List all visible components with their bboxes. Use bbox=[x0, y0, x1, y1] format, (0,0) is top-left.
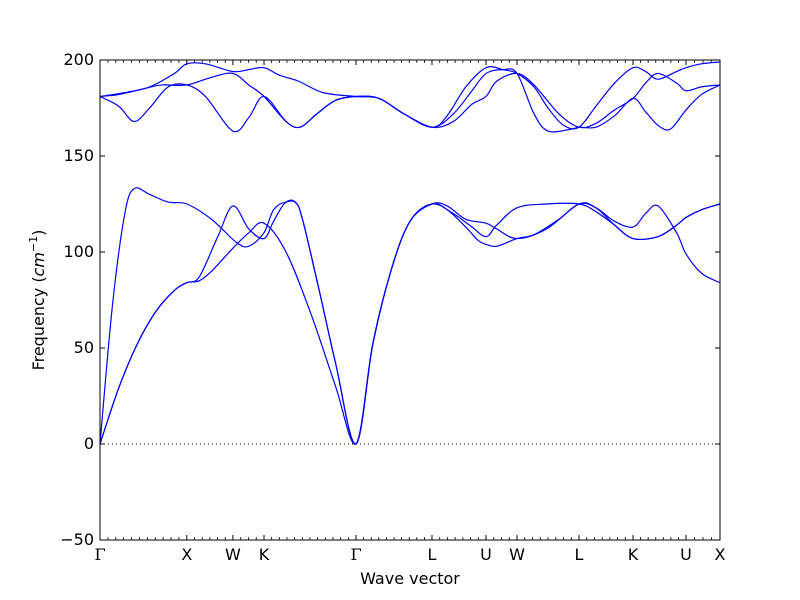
axes-frame bbox=[99, 59, 721, 541]
y-axis-label-main: Frequency ( bbox=[29, 276, 48, 370]
y-tick-label: 200 bbox=[63, 50, 94, 69]
band-1-line bbox=[99, 202, 721, 445]
x-axis-label: Wave vector bbox=[360, 569, 460, 588]
x-tick-label: U bbox=[680, 545, 692, 564]
x-tick-label: L bbox=[575, 545, 584, 564]
x-tick-label: U bbox=[480, 545, 492, 564]
y-tick-label: 50 bbox=[74, 338, 94, 357]
band-5-line bbox=[99, 68, 721, 133]
x-tick-label: Γ bbox=[350, 545, 361, 564]
band-6-line bbox=[99, 61, 721, 130]
y-tick-label: 150 bbox=[63, 146, 94, 165]
x-tick-label: X bbox=[715, 545, 726, 564]
y-axis: −50 0 50 100 150 200 bbox=[60, 50, 720, 549]
x-tick-label: W bbox=[509, 545, 525, 564]
y-axis-label-close: ) bbox=[29, 230, 48, 236]
x-tick-label: L bbox=[428, 545, 437, 564]
y-axis-label-unit: cm bbox=[29, 252, 48, 276]
band-4-line bbox=[99, 72, 721, 129]
series-layer bbox=[99, 61, 721, 445]
x-tick-label: X bbox=[181, 545, 192, 564]
x-tick-label: Γ bbox=[94, 545, 105, 564]
y-tick-label: −50 bbox=[60, 530, 94, 549]
band-3-line bbox=[99, 187, 721, 445]
x-tick-label: K bbox=[259, 545, 270, 564]
y-axis-label: Frequency (cm−1) bbox=[27, 230, 48, 371]
band-2-line bbox=[99, 199, 721, 445]
x-tick-label: W bbox=[225, 545, 241, 564]
y-tick-label: 0 bbox=[84, 434, 94, 453]
y-tick-label: 100 bbox=[63, 242, 94, 261]
x-tick-label: K bbox=[628, 545, 639, 564]
y-axis-label-exp: −1 bbox=[27, 236, 40, 252]
